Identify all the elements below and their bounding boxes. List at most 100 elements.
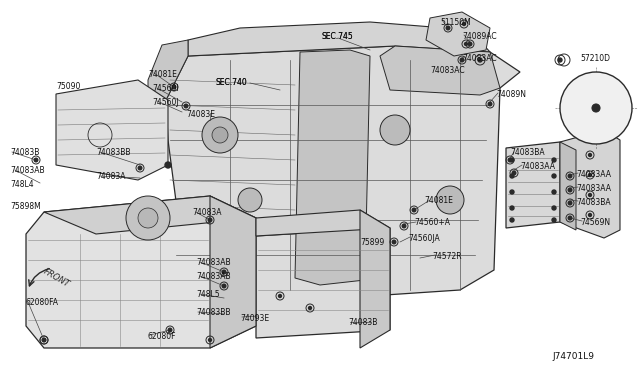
Circle shape [392,240,396,244]
Circle shape [172,85,176,89]
Circle shape [560,72,632,144]
Circle shape [510,174,514,178]
Circle shape [138,166,142,170]
Text: 74081E: 74081E [148,70,177,79]
Text: 74083AB: 74083AB [196,272,230,281]
Circle shape [42,338,46,342]
Text: FRONT: FRONT [42,267,72,289]
Polygon shape [380,46,500,95]
Text: 75898M: 75898M [10,202,41,211]
Text: 74083E: 74083E [186,110,215,119]
Text: 74083AC: 74083AC [462,54,497,63]
Circle shape [278,295,282,298]
Polygon shape [26,196,256,348]
Circle shape [510,190,514,194]
Text: SEC.745: SEC.745 [322,32,354,41]
Text: 74083A: 74083A [96,172,125,181]
Circle shape [126,196,170,240]
Text: SEC.745: SEC.745 [322,32,354,41]
Polygon shape [506,142,560,228]
Circle shape [510,206,514,210]
Polygon shape [560,130,620,238]
Circle shape [208,218,212,222]
Circle shape [589,193,591,196]
Circle shape [436,186,464,214]
Text: 74083B: 74083B [348,318,378,327]
Text: 74083AB: 74083AB [196,258,230,267]
Circle shape [202,117,238,153]
Text: 51150M: 51150M [440,18,471,27]
Circle shape [165,162,171,168]
Text: 74569N: 74569N [580,218,610,227]
Polygon shape [426,12,490,56]
Polygon shape [188,22,490,56]
Polygon shape [360,210,390,348]
Polygon shape [56,80,168,180]
Circle shape [589,173,591,176]
Text: 75899: 75899 [360,238,384,247]
Text: 62080F: 62080F [148,332,177,341]
Circle shape [589,154,591,157]
Circle shape [512,171,516,175]
Circle shape [138,208,158,228]
Circle shape [168,328,172,332]
Circle shape [558,58,562,62]
Text: J74701L9: J74701L9 [552,352,594,361]
Polygon shape [256,210,390,236]
Circle shape [552,218,556,222]
Circle shape [222,284,226,288]
Text: 74083A: 74083A [192,208,221,217]
Circle shape [34,158,38,162]
Text: 75090: 75090 [56,82,81,91]
Text: 74089N: 74089N [496,90,526,99]
Circle shape [222,270,226,274]
Circle shape [460,58,464,62]
Text: 74560I: 74560I [152,84,179,93]
Polygon shape [295,50,370,285]
Circle shape [552,174,556,178]
Text: 74083AA: 74083AA [520,162,555,171]
Text: 74560J: 74560J [152,98,179,107]
Circle shape [510,158,514,162]
Text: SEC.740: SEC.740 [215,78,247,87]
Polygon shape [44,196,256,234]
Polygon shape [560,142,576,230]
Circle shape [508,158,512,162]
Circle shape [510,218,514,222]
Text: 74083B: 74083B [10,148,40,157]
Circle shape [209,339,211,341]
Polygon shape [256,228,390,338]
Circle shape [568,188,572,192]
Circle shape [446,26,450,30]
Polygon shape [210,196,256,348]
Circle shape [463,22,465,26]
Text: 748L4: 748L4 [10,180,34,189]
Circle shape [478,58,482,62]
Text: SEC.740: SEC.740 [215,78,247,87]
Circle shape [238,188,262,212]
Circle shape [212,127,228,143]
Circle shape [568,201,572,205]
Polygon shape [148,40,188,120]
Text: 62080FA: 62080FA [26,298,59,307]
Circle shape [465,42,467,45]
Text: 74083BA: 74083BA [576,198,611,207]
Circle shape [412,208,416,212]
Circle shape [308,307,312,310]
Circle shape [552,190,556,194]
Text: 74083AC: 74083AC [430,66,465,75]
Text: 74083AA: 74083AA [576,184,611,193]
Text: 74083AB: 74083AB [10,166,45,175]
Circle shape [380,115,410,145]
Circle shape [568,216,572,220]
Circle shape [42,339,45,341]
Circle shape [552,206,556,210]
Text: 74083BA: 74083BA [510,148,545,157]
Circle shape [468,42,472,46]
Text: 748L5: 748L5 [196,290,220,299]
Text: 74572R: 74572R [432,252,461,261]
Text: 74083AA: 74083AA [576,170,611,179]
Circle shape [488,102,492,106]
Circle shape [552,158,556,162]
Text: 74083BB: 74083BB [196,308,230,317]
